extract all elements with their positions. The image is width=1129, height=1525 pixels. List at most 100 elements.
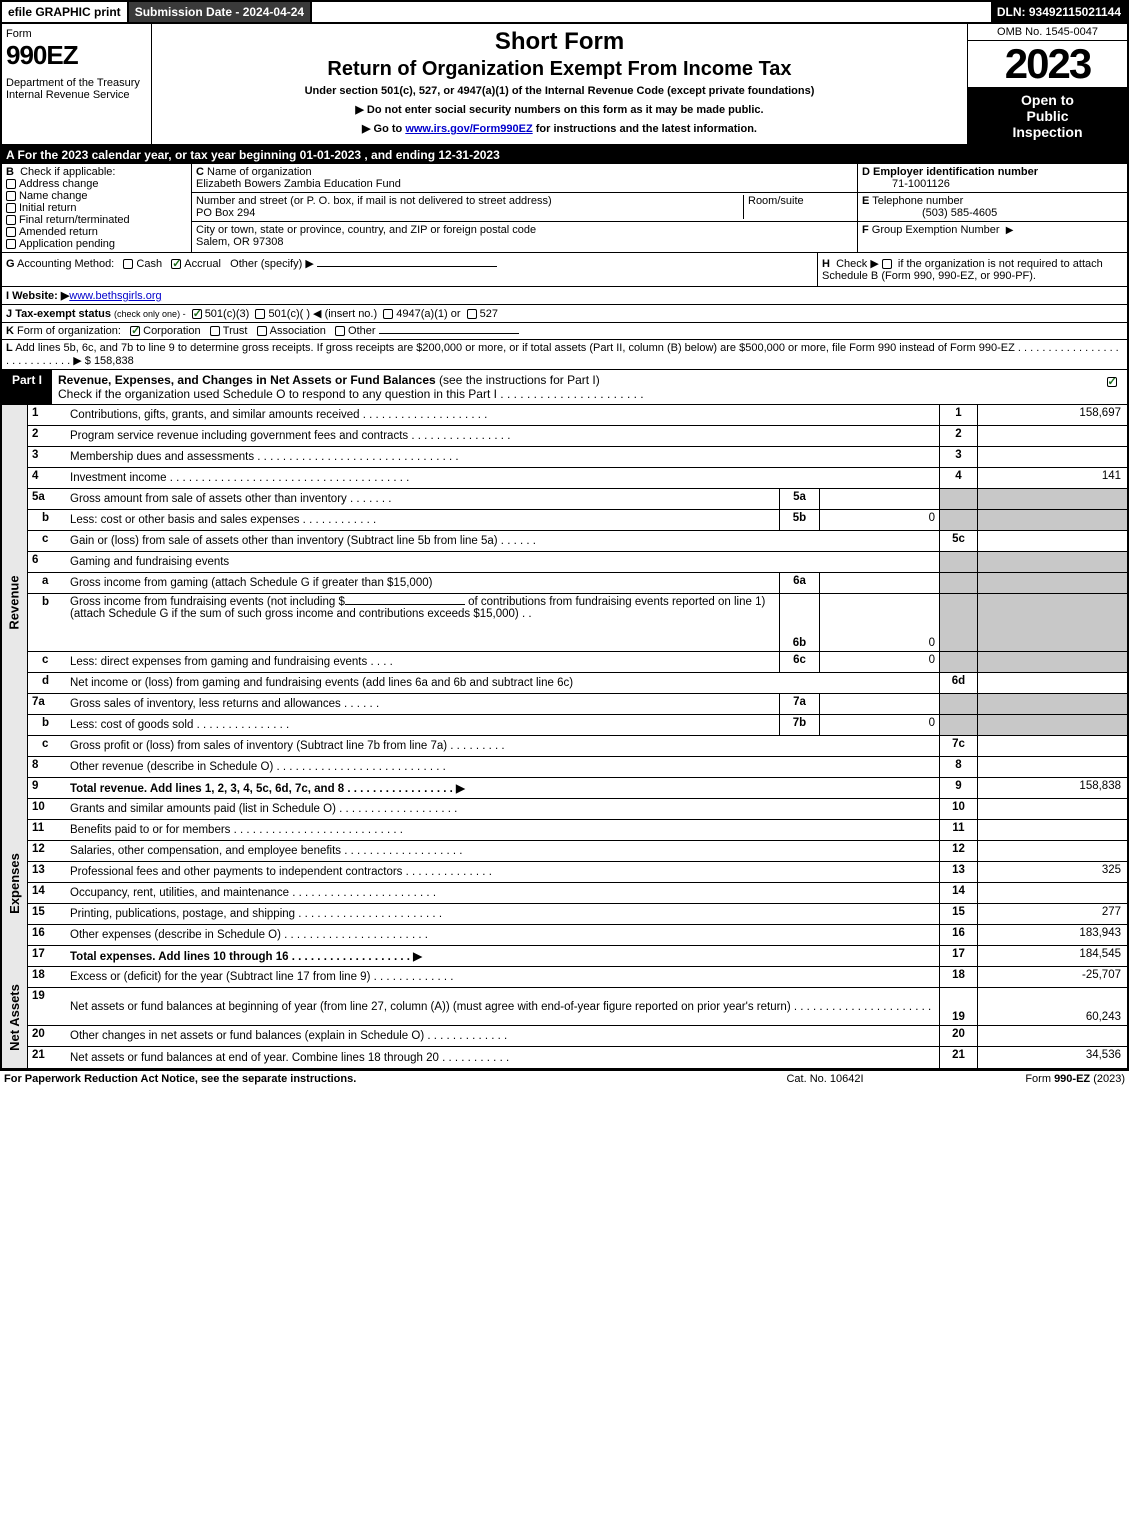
l4-d: Investment income . . . . . . . . . . . … (66, 468, 939, 488)
open-inspection: Open to Public Inspection (968, 88, 1127, 144)
j-opt-2: 4947(a)(1) or (396, 308, 460, 320)
l10-n: 10 (28, 799, 66, 819)
line-14: 14 Occupancy, rent, utilities, and maint… (28, 883, 1127, 904)
line-10: 10 Grants and similar amounts paid (list… (28, 799, 1127, 820)
l7c-n: c (28, 736, 66, 756)
l10-d: Grants and similar amounts paid (list in… (66, 799, 939, 819)
revenue-grid: Revenue 1 Contributions, gifts, grants, … (0, 405, 1129, 799)
checkbox-final-return[interactable] (6, 215, 16, 225)
l5a-sh1 (939, 489, 977, 509)
l-value: 158,838 (94, 355, 134, 367)
l5a-sh2 (977, 489, 1127, 509)
l-text: Add lines 5b, 6c, and 7b to line 9 to de… (6, 342, 1119, 367)
k-other-blank[interactable] (379, 333, 519, 334)
line-7c: c Gross profit or (loss) from sales of i… (28, 736, 1127, 757)
l12-ln: 12 (939, 841, 977, 861)
l11-n: 11 (28, 820, 66, 840)
inspect-3: Inspection (972, 124, 1123, 140)
row-a: A For the 2023 calendar year, or tax yea… (0, 146, 1129, 164)
l19-d: Net assets or fund balances at beginning… (66, 988, 939, 1025)
efile-label[interactable]: efile GRAPHIC print (2, 2, 129, 22)
k-opt-3: Other (348, 325, 376, 337)
d-label: D (862, 166, 870, 178)
checkbox-corporation[interactable] (130, 326, 140, 336)
irs-link[interactable]: www.irs.gov/Form990EZ (405, 123, 532, 135)
l7b-sh1 (939, 715, 977, 735)
form-subtitle: Under section 501(c), 527, or 4947(a)(1)… (160, 85, 959, 97)
line-6d: d Net income or (loss) from gaming and f… (28, 673, 1127, 694)
l12-v (977, 841, 1127, 861)
g-text: Accounting Method: (17, 258, 114, 270)
footer-r-bold: 990-EZ (1054, 1073, 1090, 1085)
l6b-blank[interactable] (345, 604, 465, 605)
line-13: 13 Professional fees and other payments … (28, 862, 1127, 883)
checkbox-501c[interactable] (255, 309, 265, 319)
checkbox-association[interactable] (257, 326, 267, 336)
checkbox-name-change[interactable] (6, 191, 16, 201)
l6d-v (977, 673, 1127, 693)
website-link[interactable]: www.bethsgirls.org (69, 290, 161, 302)
l6c-sv: 0 (819, 652, 939, 672)
l7b-sub: 7b (779, 715, 819, 735)
l16-n: 16 (28, 925, 66, 945)
l13-n: 13 (28, 862, 66, 882)
goto-post: for instructions and the latest informat… (533, 123, 757, 135)
checkbox-initial-return[interactable] (6, 203, 16, 213)
b-item-3: Final return/terminated (19, 214, 130, 226)
checkbox-h[interactable] (882, 259, 892, 269)
l5c-ln: 5c (939, 531, 977, 551)
netassets-side-label: Net Assets (2, 967, 28, 1068)
g-cash: Cash (136, 258, 162, 270)
top-bar: efile GRAPHIC print Submission Date - 20… (0, 0, 1129, 24)
checkbox-amended-return[interactable] (6, 227, 16, 237)
checkbox-501c3[interactable] (192, 309, 202, 319)
l21-n: 21 (28, 1047, 66, 1068)
checkbox-4947[interactable] (383, 309, 393, 319)
h-label: H (822, 258, 830, 270)
j-opt-1: 501(c)( ) ◀ (insert no.) (268, 308, 377, 320)
l3-ln: 3 (939, 447, 977, 467)
l1-v: 158,697 (977, 405, 1127, 425)
goto-line: ▶ Go to www.irs.gov/Form990EZ for instru… (160, 122, 959, 135)
l5c-d: Gain or (loss) from sale of assets other… (66, 531, 939, 551)
checkbox-cash[interactable] (123, 259, 133, 269)
part1-check (1099, 370, 1127, 404)
l7c-ln: 7c (939, 736, 977, 756)
c-name-label: Name of organization (207, 166, 312, 178)
checkbox-k-other[interactable] (335, 326, 345, 336)
l6-sh2 (977, 552, 1127, 572)
j-opt-0: 501(c)(3) (205, 308, 250, 320)
header-right: OMB No. 1545-0047 2023 Open to Public In… (967, 24, 1127, 144)
l2-d: Program service revenue including govern… (66, 426, 939, 446)
l19-v: 60,243 (977, 988, 1127, 1025)
netassets-grid: Net Assets 18 Excess or (deficit) for th… (0, 967, 1129, 1070)
line-5b: b Less: cost or other basis and sales ex… (28, 510, 1127, 531)
l6b-sh2 (977, 594, 1127, 651)
checkbox-address-change[interactable] (6, 179, 16, 189)
page-footer: For Paperwork Reduction Act Notice, see … (0, 1070, 1129, 1087)
l6-d: Gaming and fundraising events (66, 552, 939, 572)
l15-ln: 15 (939, 904, 977, 924)
g-other-blank[interactable] (317, 266, 497, 267)
part1-paren: (see the instructions for Part I) (439, 373, 600, 387)
form-title: Return of Organization Exempt From Incom… (160, 58, 959, 81)
checkbox-527[interactable] (467, 309, 477, 319)
l10-v (977, 799, 1127, 819)
checkbox-application-pending[interactable] (6, 239, 16, 249)
l6d-ln: 6d (939, 673, 977, 693)
checkbox-part1[interactable] (1107, 377, 1117, 387)
l5b-sub: 5b (779, 510, 819, 530)
line-16: 16 Other expenses (describe in Schedule … (28, 925, 1127, 946)
checkbox-trust[interactable] (210, 326, 220, 336)
l6c-sh2 (977, 652, 1127, 672)
short-form-title: Short Form (160, 28, 959, 56)
footer-r-pre: Form (1025, 1073, 1054, 1085)
checkbox-accrual[interactable] (171, 259, 181, 269)
part1-label: Part I (2, 370, 52, 404)
l2-v (977, 426, 1127, 446)
submission-date: Submission Date - 2024-04-24 (129, 2, 312, 22)
row-k: K Form of organization: Corporation Trus… (0, 323, 1129, 340)
l11-d: Benefits paid to or for members . . . . … (66, 820, 939, 840)
line-11: 11 Benefits paid to or for members . . .… (28, 820, 1127, 841)
l7a-sh1 (939, 694, 977, 714)
